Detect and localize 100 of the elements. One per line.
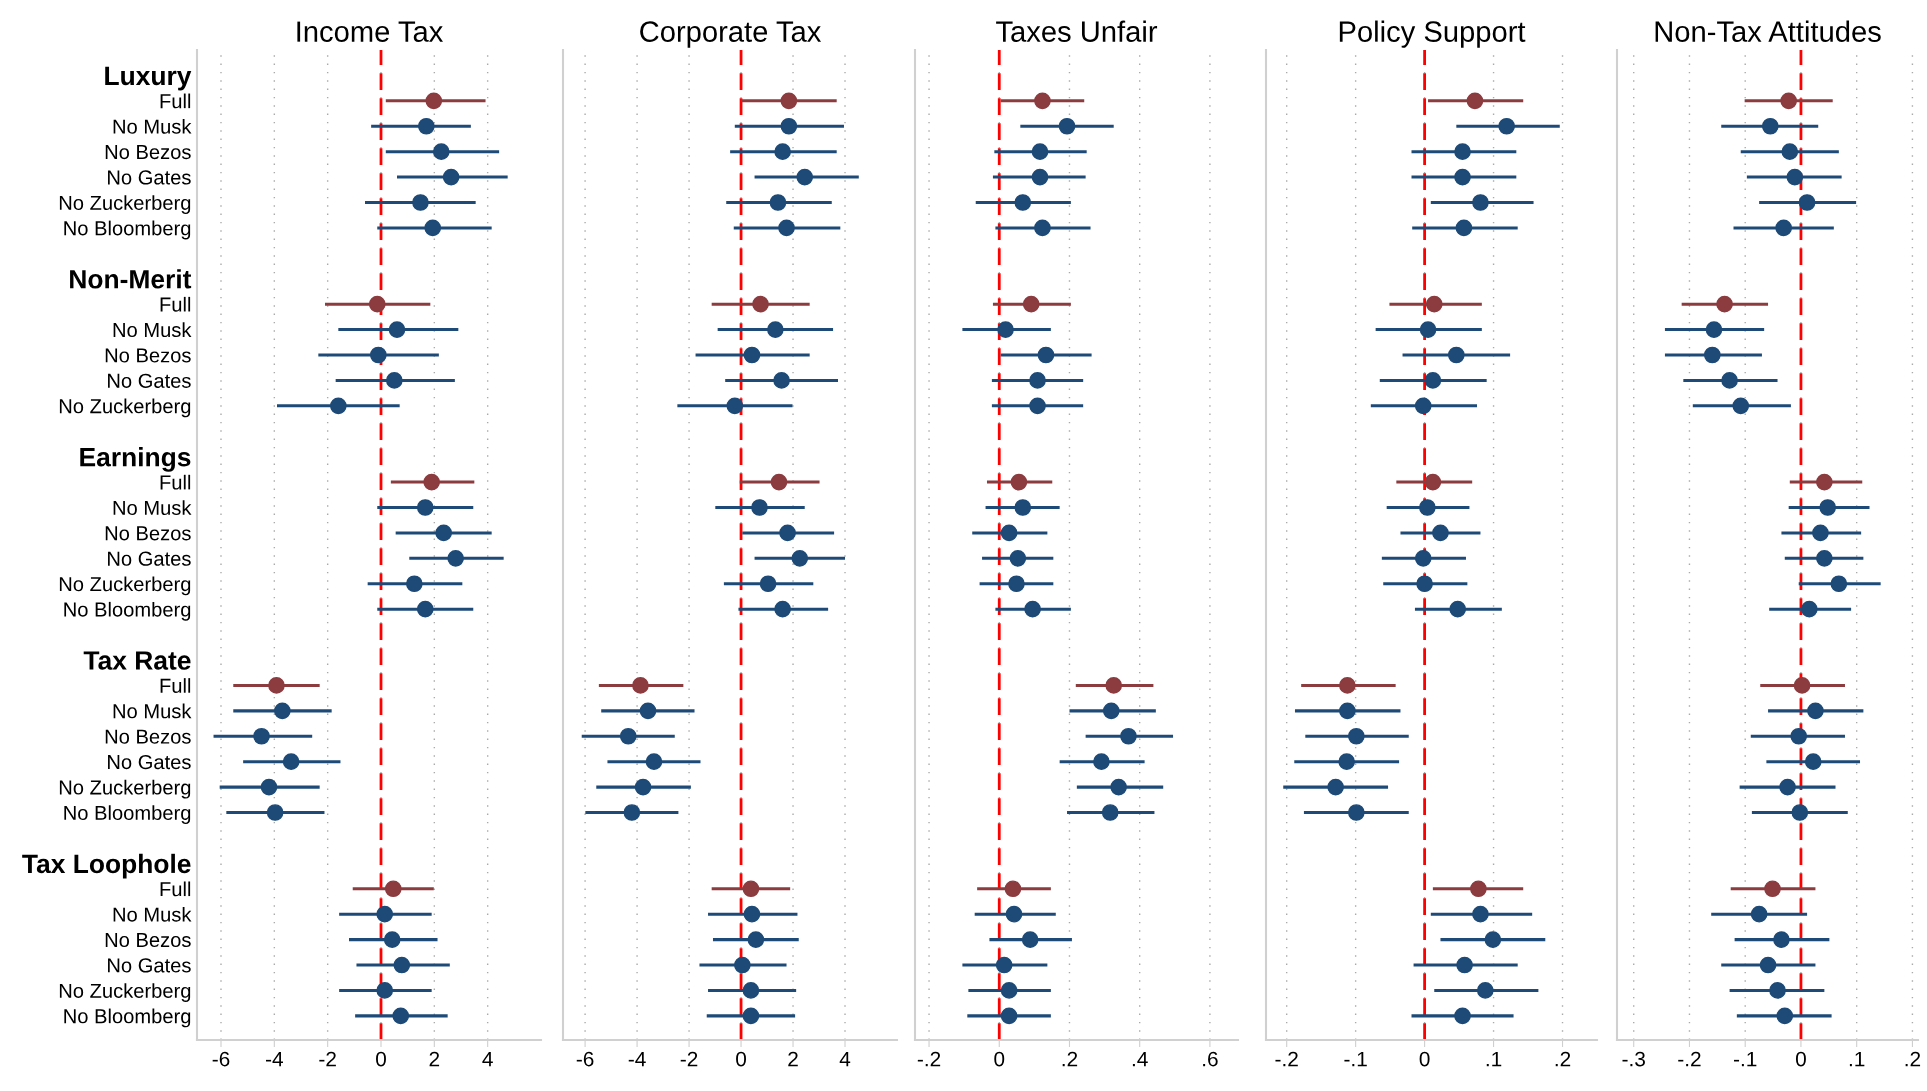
point (1716, 295, 1733, 313)
point (1759, 956, 1777, 974)
x-tick-label: .1 (1486, 1051, 1502, 1067)
point (1031, 168, 1049, 186)
x-tick-label: -.2 (1678, 1051, 1701, 1067)
point (780, 92, 798, 110)
point (1705, 321, 1723, 338)
point (1800, 600, 1818, 618)
point (1830, 575, 1848, 593)
y-tick-label: No Musk (113, 703, 192, 719)
point (435, 524, 453, 542)
point (384, 880, 402, 898)
y-tick-label: No Zuckerberg (59, 398, 191, 418)
point (1721, 372, 1738, 389)
point (1419, 499, 1436, 516)
point (405, 575, 423, 593)
y-tick-label: Full (160, 474, 191, 490)
point (1014, 499, 1032, 516)
y-tick-label: Full (160, 93, 191, 109)
point (1764, 880, 1781, 898)
y-tick-label: No Musk (113, 322, 192, 338)
point (424, 219, 442, 237)
point (1472, 194, 1489, 211)
point (1732, 397, 1750, 415)
point (393, 956, 411, 974)
x-tick-label: .4 (1132, 1051, 1148, 1067)
chart-title: Income Tax (297, 21, 443, 42)
point (1029, 372, 1046, 389)
point (632, 677, 649, 694)
y-tick-label: No Bezos (105, 348, 191, 363)
point (442, 168, 460, 186)
point (1476, 982, 1494, 999)
y-tick-label: Non-Merit (70, 269, 192, 289)
x-tick-label: -.3 (1622, 1051, 1645, 1067)
y-tick-label: No Zuckerberg (59, 983, 191, 1002)
point (742, 1007, 760, 1025)
point (742, 982, 760, 999)
point (1447, 346, 1465, 364)
point (780, 117, 798, 135)
point (1454, 168, 1471, 186)
point (751, 499, 768, 516)
point (1000, 1007, 1018, 1025)
point (734, 956, 751, 974)
point (1454, 1007, 1471, 1025)
x-tick-label: .1 (1849, 1051, 1865, 1067)
point (329, 397, 347, 415)
y-tick-label: No Gates (108, 551, 191, 566)
chart-title: Non-Tax Attitudes (1655, 20, 1881, 42)
point (1031, 143, 1049, 161)
x-tick-label: -4 (266, 1051, 283, 1067)
point (774, 600, 791, 618)
point (383, 931, 401, 948)
point (1804, 753, 1822, 771)
point (1338, 753, 1356, 771)
point (1455, 219, 1473, 237)
point (791, 550, 809, 567)
point (1798, 194, 1816, 211)
point (1449, 600, 1467, 618)
point (767, 321, 784, 338)
x-tick-label: 4 (482, 1051, 493, 1067)
point (1022, 295, 1040, 313)
point (1432, 524, 1449, 542)
point (1786, 168, 1804, 186)
point (752, 295, 769, 313)
point (1790, 727, 1808, 745)
x-tick-label: .6 (1203, 1051, 1218, 1067)
point (743, 905, 761, 923)
x-tick-label: -6 (212, 1051, 230, 1067)
y-tick-label: Earnings (80, 447, 191, 472)
x-tick-label: -2 (319, 1051, 336, 1067)
point (1456, 956, 1473, 974)
point (743, 346, 761, 364)
point (416, 499, 434, 516)
point (1781, 143, 1799, 161)
y-tick-label: No Bloomberg (64, 601, 191, 621)
x-tick-label: 2 (429, 1051, 440, 1067)
x-tick-label: 4 (839, 1051, 851, 1067)
point (1037, 346, 1055, 364)
y-tick-label: Luxury (105, 66, 192, 91)
y-tick-label: Full (160, 678, 191, 693)
x-tick-label: -4 (628, 1051, 646, 1067)
y-tick-label: No Bezos (105, 145, 191, 160)
y-tick-label: Tax Rate (83, 651, 191, 670)
point (1793, 677, 1811, 694)
x-tick-label: -6 (576, 1051, 594, 1067)
point (1816, 473, 1833, 491)
y-tick-label: No Bloomberg (64, 220, 191, 240)
point (260, 778, 278, 796)
point (1339, 702, 1356, 720)
y-tick-label: No Zuckerberg (59, 779, 191, 799)
chart-title: Corporate Tax (640, 21, 822, 48)
y-tick-label: No Musk (113, 500, 192, 516)
point (425, 92, 443, 110)
point (770, 473, 788, 491)
point (1470, 880, 1487, 898)
point (1807, 702, 1824, 720)
point (1058, 117, 1076, 135)
point (376, 982, 394, 999)
y-tick-label: No Gates (108, 170, 191, 185)
x-tick-label: 0 (376, 1051, 386, 1067)
